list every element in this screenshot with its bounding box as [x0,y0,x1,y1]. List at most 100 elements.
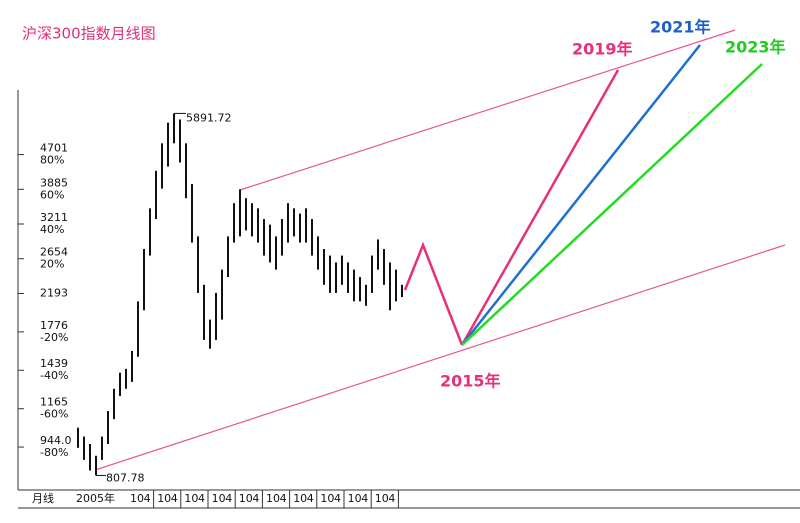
candle [287,203,289,243]
candle [263,219,265,256]
candle [113,388,115,420]
candle [389,262,391,311]
candle [83,436,85,460]
candle [323,248,325,285]
y-tick-sublabel: -80% [40,446,68,459]
candle [131,350,133,382]
candle [353,269,355,302]
x-tick-label: 4 [171,492,178,505]
candle [251,203,253,237]
candle [317,236,319,270]
y-tick-sublabel: -20% [40,331,68,344]
y-tick-sublabel: 80% [40,154,64,167]
y-tick-sublabel: 20% [40,258,64,271]
candle [137,301,139,357]
annotation: 2023年 [725,38,786,57]
candle [173,113,175,144]
candle [269,224,271,263]
min-label: 807.78 [106,471,145,484]
candle [185,143,187,199]
x-tick-label: 4 [307,492,314,505]
x-tick-label: 10 [293,492,307,505]
x-tick-label: 4 [144,492,151,505]
candle [209,319,211,349]
x-tick-label: 10 [157,492,171,505]
candle [89,443,91,471]
candle [329,255,331,293]
projection [403,241,464,346]
candle [203,284,205,340]
candle [191,183,193,243]
candle [233,203,235,243]
candle [167,122,169,167]
x-tick-label: 10 [239,492,253,505]
candle [155,170,157,220]
candle [179,119,181,163]
y-tick-label: 2193 [40,286,68,299]
candle [221,269,223,320]
y-tick-label: 1165 [40,396,68,409]
y-tick-sublabel: -60% [40,408,68,421]
upper-channel [239,29,736,191]
y-tick-label: 4701 [40,142,68,155]
candle [299,213,301,243]
x-tick-label: 10 [320,492,334,505]
y-tick-label: 3211 [40,211,68,224]
candle [227,236,229,278]
candle [125,368,127,389]
annotation: 2019年 [572,40,633,59]
candle [341,255,343,285]
y-tick-label: 1776 [40,319,68,332]
y-tick-sublabel: -40% [40,369,68,382]
y-tick-label: 2654 [40,246,68,259]
x-tick-label: 4 [334,492,341,505]
candle [311,219,313,256]
candle [335,262,337,293]
annotation: 2015年 [440,372,501,391]
annotation: 2021年 [650,18,711,37]
x-tick-label: 10 [375,492,389,505]
candle [77,427,79,448]
candle [119,372,121,396]
x-tick-label: 4 [252,492,259,505]
candle [371,255,373,293]
candle [377,239,379,270]
candle [383,248,385,285]
period-label: 月线 [32,491,54,505]
x-tick-label: 4 [225,492,232,505]
line-2021 [461,44,701,346]
x-tick-label: 10 [130,492,144,505]
candle [161,143,163,189]
candle [305,208,307,243]
candle [215,292,217,340]
chart-title: 沪深300指数月线图 [22,25,156,43]
candle [143,248,145,311]
candle [107,411,109,444]
x-tick-label: 4 [280,492,287,505]
y-tick-label: 3885 [40,176,68,189]
candle [347,262,349,293]
x-tick-label: 4 [388,492,395,505]
y-tick-label: 1439 [40,357,68,370]
candle [365,284,367,306]
candle [239,189,241,237]
x-tick-label: 4 [198,492,205,505]
candle [257,208,259,243]
lower-channel [94,244,786,471]
candle [395,269,397,302]
x-tick-label: 4 [361,492,368,505]
x-tick-label: 10 [266,492,280,505]
x-tick-label: 10 [184,492,198,505]
candle [245,198,247,231]
x-tick-label: 10 [212,492,226,505]
y-tick-sublabel: 40% [40,223,64,236]
candle [197,236,199,293]
candle [275,236,277,270]
candle [359,277,361,302]
candle [401,284,403,298]
line-2019 [460,69,620,346]
max-label: 5891.72 [186,111,232,124]
candle [149,208,151,256]
y-tick-label: 944.0 [40,434,72,447]
